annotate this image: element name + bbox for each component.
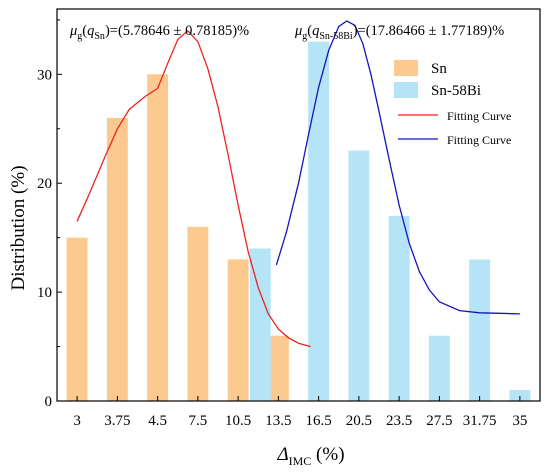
x-axis-title-symbol: Δ [276, 444, 288, 465]
y-tick-label-0: 0 [45, 394, 53, 410]
x-axis-title: ΔIMC (%) [276, 444, 344, 468]
legend-swatch-sn [394, 60, 418, 76]
annotation-snbi-q: q [312, 23, 319, 39]
bars-layer [66, 41, 531, 402]
legend-label-sn: Sn [431, 61, 447, 77]
annotation-sn-q: q [87, 23, 94, 39]
bar-snbi-5 [469, 259, 491, 401]
bar-snbi-0 [249, 248, 271, 401]
annotation-sn-open: ( [82, 23, 87, 39]
bar-snbi-2 [348, 150, 370, 401]
legend-swatch-snbi [394, 82, 418, 98]
x-tick-label-3: 7.5 [189, 413, 208, 429]
bar-snbi-6 [509, 390, 531, 401]
bar-sn-5 [267, 335, 289, 401]
legend-label-snbi: Sn-58Bi [431, 83, 481, 99]
y-tick-label-3: 30 [37, 67, 52, 83]
x-tick-label-5: 13.5 [265, 413, 291, 429]
x-tick-label-2: 4.5 [148, 413, 167, 429]
bar-sn-3 [187, 226, 209, 401]
y-axis: 0 10 20 30 [37, 19, 62, 410]
annotation-snbi-value: )=(17.86466 ± 1.77189)% [353, 23, 504, 39]
y-tick-label-1: 10 [37, 285, 52, 301]
bar-sn-0 [66, 237, 88, 401]
plot-frame [56, 8, 541, 402]
x-tick-label-7: 20.5 [346, 413, 372, 429]
annotation-snbi-mu: μ [294, 23, 302, 39]
annotation-sn-g: g [77, 31, 82, 42]
annotation-sn: μg(qSn)=(5.78646 ± 0.78185)% [69, 23, 249, 42]
annotation-snbi: μg(qSn-58Bi)=(17.86466 ± 1.77189)% [294, 23, 504, 42]
y-tick-label-2: 20 [37, 176, 52, 192]
bar-sn-2 [147, 74, 169, 401]
legend-label-fit-red: Fitting Curve [447, 109, 511, 123]
bar-snbi-1 [308, 41, 330, 402]
x-tick-label-4: 10.5 [225, 413, 251, 429]
legend-label-fit-blue: Fitting Curve [447, 133, 511, 147]
annotation-sn-subscript: Sn [94, 31, 105, 42]
x-tick-label-0: 3 [73, 413, 81, 429]
legend: Sn Sn-58Bi Fitting Curve Fitting Curve [394, 60, 511, 147]
x-tick-label-1: 3.75 [104, 413, 130, 429]
annotation-snbi-open: ( [307, 23, 312, 39]
x-tick-label-11: 35 [512, 413, 527, 429]
x-axis: 3 3.75 4.5 7.5 10.5 13.5 16.5 20.5 23.5 27.5 31.75… [73, 396, 527, 429]
fit-curve-snbi [275, 20, 520, 315]
bar-sn-1 [106, 117, 128, 401]
x-axis-title-unit: (%) [311, 444, 344, 465]
annotation-sn-value: )=(5.78646 ± 0.78185)% [105, 23, 249, 39]
x-tick-label-6: 16.5 [306, 413, 332, 429]
x-axis-title-subscript: IMC [289, 454, 312, 468]
bar-snbi-4 [428, 335, 450, 401]
annotation-snbi-g: g [302, 31, 307, 42]
fit-curve-sn [76, 29, 311, 348]
x-tick-label-9: 27.5 [426, 413, 452, 429]
bar-sn-4 [227, 259, 249, 401]
fit-curves-layer [76, 20, 520, 348]
x-tick-label-8: 23.5 [386, 413, 412, 429]
annotation-sn-mu: μ [69, 23, 77, 39]
annotation-snbi-subscript: Sn-58Bi [319, 31, 353, 42]
x-tick-label-10: 31.75 [463, 413, 497, 429]
bar-snbi-3 [388, 215, 410, 401]
y-axis-title: Distribution (%) [8, 165, 29, 290]
